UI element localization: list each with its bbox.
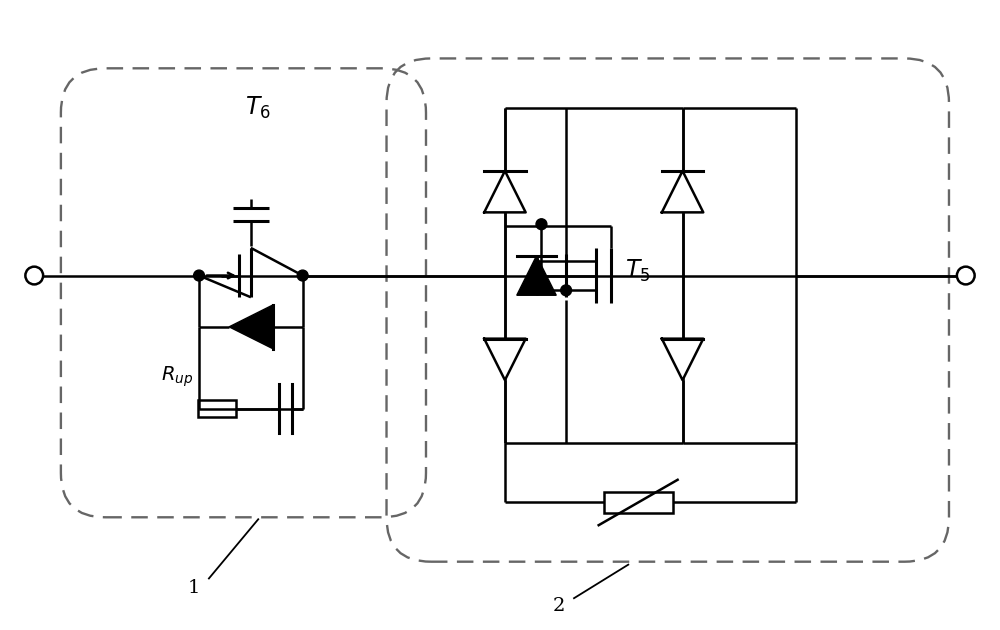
- Polygon shape: [662, 339, 703, 380]
- Text: 1: 1: [188, 580, 200, 597]
- Polygon shape: [484, 171, 526, 212]
- Bar: [604, 491, 673, 513]
- Polygon shape: [662, 171, 703, 212]
- Circle shape: [297, 270, 308, 281]
- Polygon shape: [484, 339, 526, 380]
- Text: $T_5$: $T_5$: [625, 258, 651, 284]
- Polygon shape: [229, 305, 273, 348]
- Text: $T_6$: $T_6$: [245, 94, 271, 121]
- Polygon shape: [517, 256, 556, 295]
- Circle shape: [561, 285, 572, 295]
- Text: 2: 2: [553, 597, 565, 615]
- Circle shape: [536, 219, 547, 230]
- Bar: [198, 400, 236, 417]
- Text: $R_{up}$: $R_{up}$: [161, 365, 193, 389]
- Circle shape: [194, 270, 204, 281]
